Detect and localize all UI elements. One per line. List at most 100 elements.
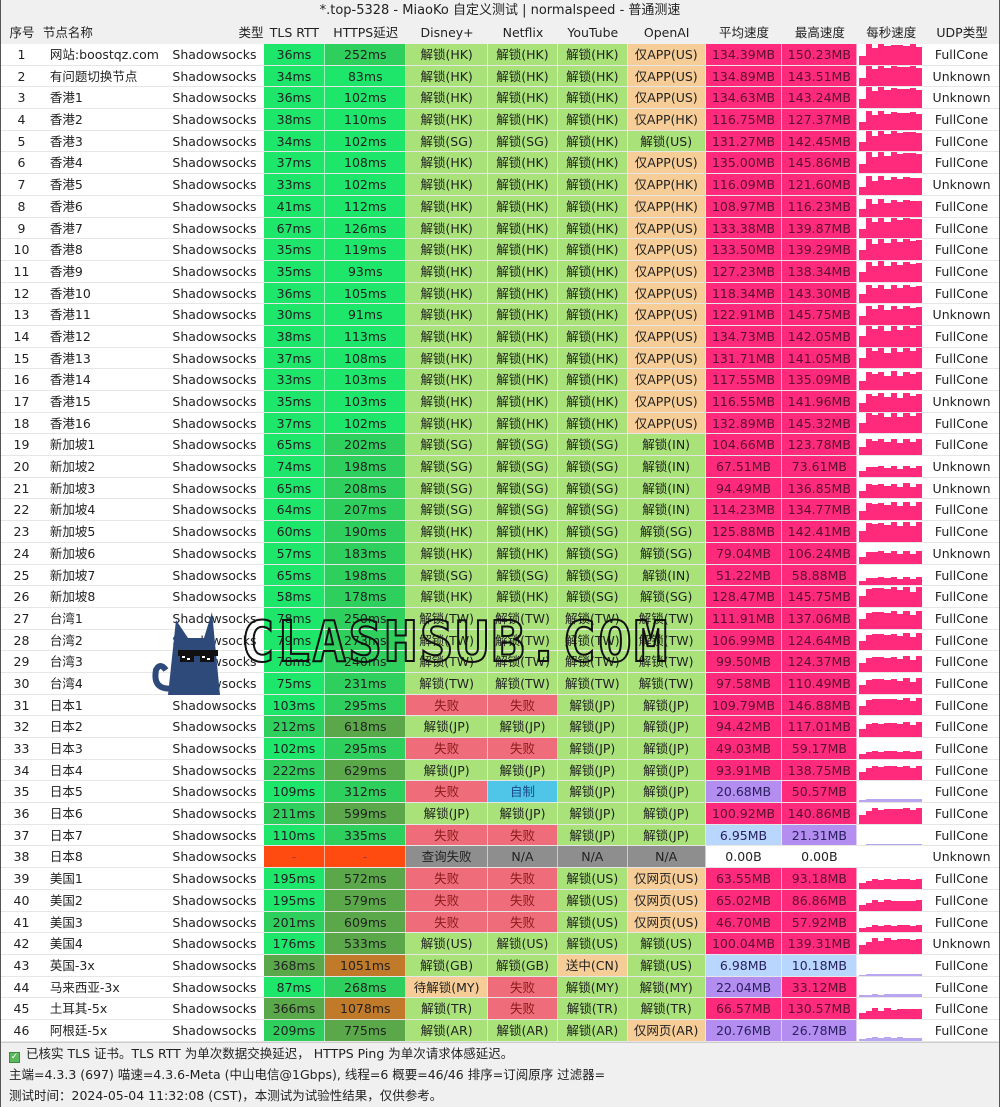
table-row[interactable]: 26 新加坡8 Shadowsocks 58ms 178ms 解锁(HK) 解锁(HK) 解锁… (1, 586, 999, 608)
table-row[interactable]: 19 新加坡1 Shadowsocks 65ms 202ms 解锁(SG) 解锁(SG) 解锁… (1, 434, 999, 457)
per-second-speed-sparkline (857, 44, 926, 65)
avg-speed: 133.50MB (705, 239, 783, 260)
disney-status: 解锁(HK) (406, 325, 489, 347)
https-latency: 103ms (325, 391, 407, 412)
table-row[interactable]: 37 日本7 Shadowsocks 110ms 335ms 失败 失败 解锁(JP) 解锁(J… (1, 824, 999, 847)
table-row[interactable]: 1 网站:boostqz.com Shadowsocks 36ms 252ms 解锁(HK… (1, 44, 999, 66)
table-row[interactable]: 42 美国4 Shadowsocks 176ms 533ms 解锁(US) 解锁(US) 解锁… (1, 933, 999, 955)
table-row[interactable]: 35 日本5 Shadowsocks 109ms 312ms 失败 自制 解锁(JP) 解锁(J… (1, 781, 999, 804)
table-row[interactable]: 9 香港7 Shadowsocks 67ms 126ms 解锁(HK) 解锁(HK) 解锁(H… (1, 217, 999, 240)
avg-speed: 46.70MB (705, 911, 783, 933)
table-row[interactable]: 3 香港1 Shadowsocks 36ms 102ms 解锁(HK) 解锁(HK) 解锁(H… (1, 87, 999, 110)
openai-status: 解锁(JP) (627, 824, 706, 846)
table-row[interactable]: 31 日本1 Shadowsocks 103ms 295ms 失败 失败 解锁(JP) 解锁(J… (1, 694, 999, 717)
table-row[interactable]: 5 香港3 Shadowsocks 34ms 102ms 解锁(SG) 解锁(SG) 解锁(H… (1, 130, 999, 153)
youtube-status: 解锁(HK) (557, 412, 628, 434)
table-row[interactable]: 8 香港6 Shadowsocks 41ms 112ms 解锁(HK) 解锁(HK) 解锁(H… (1, 195, 999, 218)
table-row[interactable]: 46 阿根廷-5x Shadowsocks 209ms 775ms 解锁(AR) 解锁(AR… (1, 1019, 999, 1042)
openai-status: 仅网页(US) (627, 911, 706, 933)
table-row[interactable]: 4 香港2 Shadowsocks 38ms 110ms 解锁(HK) 解锁(HK) 解锁(H… (1, 109, 999, 131)
table-row[interactable]: 30 台湾4 Shadowsocks 75ms 231ms 解锁(TW) 解锁(TW) 解锁(… (1, 672, 999, 695)
openai-status: 解锁(SG) (627, 521, 706, 542)
netflix-status: 失败 (488, 998, 558, 1019)
avg-speed: 65.02MB (705, 889, 783, 911)
table-row[interactable]: 39 美国1 Shadowsocks 195ms 572ms 失败 失败 解锁(US) 仅网页(… (1, 868, 999, 890)
udp-type: FullCone (925, 824, 999, 846)
netflix-status: 解锁(SG) (488, 456, 558, 477)
table-row[interactable]: 36 日本6 Shadowsocks 211ms 599ms 解锁(JP) 解锁(JP) 解锁… (1, 803, 999, 825)
table-row[interactable]: 6 香港4 Shadowsocks 37ms 108ms 解锁(HK) 解锁(HK) 解锁(H… (1, 152, 999, 175)
https-latency: 252ms (325, 44, 407, 65)
table-row[interactable]: 14 香港12 Shadowsocks 38ms 113ms 解锁(HK) 解锁(HK) 解锁… (1, 325, 999, 348)
max-speed: 57.92MB (782, 911, 858, 933)
table-row[interactable]: 18 香港16 Shadowsocks 37ms 102ms 解锁(HK) 解锁(HK) 解锁… (1, 412, 999, 435)
disney-status: 失败 (406, 781, 489, 803)
https-latency: 240ms (325, 651, 407, 672)
max-speed: 136.85MB (782, 477, 858, 499)
table-row[interactable]: 32 日本2 Shadowsocks 212ms 618ms 解锁(JP) 解锁(JP) 解锁… (1, 716, 999, 738)
node-name: 日本4 (43, 759, 166, 781)
avg-speed: 127.23MB (705, 260, 783, 282)
openai-status: 解锁(US) (627, 130, 706, 152)
row-index: 27 (1, 607, 43, 629)
max-speed: 141.96MB (782, 391, 858, 412)
openai-status: 解锁(JP) (627, 781, 706, 803)
table-row[interactable]: 20 新加坡2 Shadowsocks 74ms 198ms 解锁(SG) 解锁(SG) 解锁… (1, 456, 999, 478)
table-row[interactable]: 7 香港5 Shadowsocks 33ms 102ms 解锁(HK) 解锁(HK) 解锁(H… (1, 174, 999, 196)
table-row[interactable]: 21 新加坡3 Shadowsocks 65ms 208ms 解锁(SG) 解锁(SG) 解锁… (1, 477, 999, 500)
tls-rtt: 79ms (263, 629, 326, 651)
table-row[interactable]: 44 马来西亚-3x Shadowsocks 87ms 268ms 待解锁(MY) 失败 解锁… (1, 976, 999, 999)
table-row[interactable]: 15 香港13 Shadowsocks 37ms 108ms 解锁(HK) 解锁(HK) 解锁… (1, 347, 999, 370)
node-name: 香港5 (43, 174, 166, 195)
openai-status: 解锁(JP) (627, 694, 706, 716)
per-second-speed-sparkline (857, 564, 926, 586)
table-row[interactable]: 28 台湾2 Shadowsocks 79ms 273ms 解锁(TW) 解锁(TW) 解锁(… (1, 629, 999, 652)
node-name: 网站:boostqz.com (43, 44, 166, 65)
table-row[interactable]: 45 土耳其-5x Shadowsocks 366ms 1078ms 解锁(TR) 失败 解锁… (1, 998, 999, 1020)
table-row[interactable]: 10 香港8 Shadowsocks 35ms 119ms 解锁(HK) 解锁(HK) 解锁(… (1, 239, 999, 261)
table-row[interactable]: 34 日本4 Shadowsocks 222ms 629ms 解锁(JP) 解锁(JP) 解锁… (1, 759, 999, 782)
table-row[interactable]: 16 香港14 Shadowsocks 33ms 103ms 解锁(HK) 解锁(HK) 解锁… (1, 369, 999, 391)
table-row[interactable]: 24 新加坡6 Shadowsocks 57ms 183ms 解锁(HK) 解锁(HK) 解锁… (1, 542, 999, 565)
footer-line-versions: 主端=4.3.3 (697) 喵速=4.3.6-Meta (中山电信@1Gbps… (9, 1067, 606, 1082)
table-row[interactable]: 41 美国3 Shadowsocks 201ms 609ms 失败 失败 解锁(US) 仅网页(… (1, 911, 999, 934)
disney-status: 失败 (406, 824, 489, 846)
table-row[interactable]: 38 日本8 Shadowsocks - - 查询失败 N/A N/A N/A 0.00B 0.00… (1, 846, 999, 869)
header-max-speed: 最高速度 (794, 25, 845, 40)
disney-status: 失败 (406, 911, 489, 933)
tls-rtt: 75ms (263, 672, 326, 694)
avg-speed: 132.89MB (705, 412, 783, 434)
disney-status: 解锁(US) (406, 933, 489, 954)
protocol-type: Shadowsocks (166, 716, 264, 737)
protocol-type: Shadowsocks (166, 174, 264, 195)
table-row[interactable]: 27 台湾1 Shadowsocks 78ms 250ms 解锁(TW) 解锁(TW) 解锁(… (1, 607, 999, 630)
udp-type: Unknown (925, 391, 999, 412)
table-row[interactable]: 11 香港9 Shadowsocks 35ms 93ms 解锁(HK) 解锁(HK) 解锁(H… (1, 260, 999, 283)
avg-speed: 133.38MB (705, 217, 783, 239)
youtube-status: 解锁(HK) (557, 282, 628, 304)
table-row[interactable]: 17 香港15 Shadowsocks 35ms 103ms 解锁(HK) 解锁(HK) 解锁… (1, 391, 999, 413)
max-speed: 139.31MB (782, 933, 858, 954)
table-row[interactable]: 29 台湾3 Shadowsocks 78ms 240ms 解锁(TW) 解锁(TW) 解锁(… (1, 651, 999, 673)
table-row[interactable]: 12 香港10 Shadowsocks 36ms 105ms 解锁(HK) 解锁(HK) 解锁… (1, 282, 999, 305)
tls-rtt: 195ms (263, 868, 326, 889)
table-row[interactable]: 25 新加坡7 Shadowsocks 65ms 198ms 解锁(SG) 解锁(SG) 解锁… (1, 564, 999, 587)
table-row[interactable]: 33 日本3 Shadowsocks 102ms 295ms 失败 失败 解锁(JP) 解锁(J… (1, 738, 999, 760)
per-second-speed-sparkline (857, 325, 926, 347)
table-row[interactable]: 43 英国-3x Shadowsocks 368ms 1051ms 解锁(GB) 解锁(GB… (1, 954, 999, 977)
disney-status: 解锁(SG) (406, 499, 489, 521)
table-row[interactable]: 2 有问题切换节点 Shadowsocks 34ms 83ms 解锁(HK) 解锁(HK) 解… (1, 65, 999, 88)
disney-status: 解锁(HK) (406, 44, 489, 65)
max-speed: 145.86MB (782, 152, 858, 174)
youtube-status: 解锁(SG) (557, 542, 628, 564)
https-latency: 599ms (325, 803, 407, 824)
table-row[interactable]: 22 新加坡4 Shadowsocks 64ms 207ms 解锁(SG) 解锁(SG) 解锁… (1, 499, 999, 522)
avg-speed: 131.71MB (705, 347, 783, 369)
per-second-speed-sparkline (857, 347, 926, 369)
netflix-status: 解锁(HK) (488, 412, 558, 434)
table-row[interactable]: 23 新加坡5 Shadowsocks 60ms 190ms 解锁(HK) 解锁(HK) 解锁… (1, 521, 999, 543)
table-row[interactable]: 40 美国2 Shadowsocks 195ms 579ms 失败 失败 解锁(US) 仅网页(… (1, 889, 999, 912)
protocol-type: Shadowsocks (166, 868, 264, 889)
per-second-speed-sparkline (857, 499, 926, 521)
table-row[interactable]: 13 香港11 Shadowsocks 30ms 91ms 解锁(HK) 解锁(HK) 解锁(… (1, 304, 999, 326)
